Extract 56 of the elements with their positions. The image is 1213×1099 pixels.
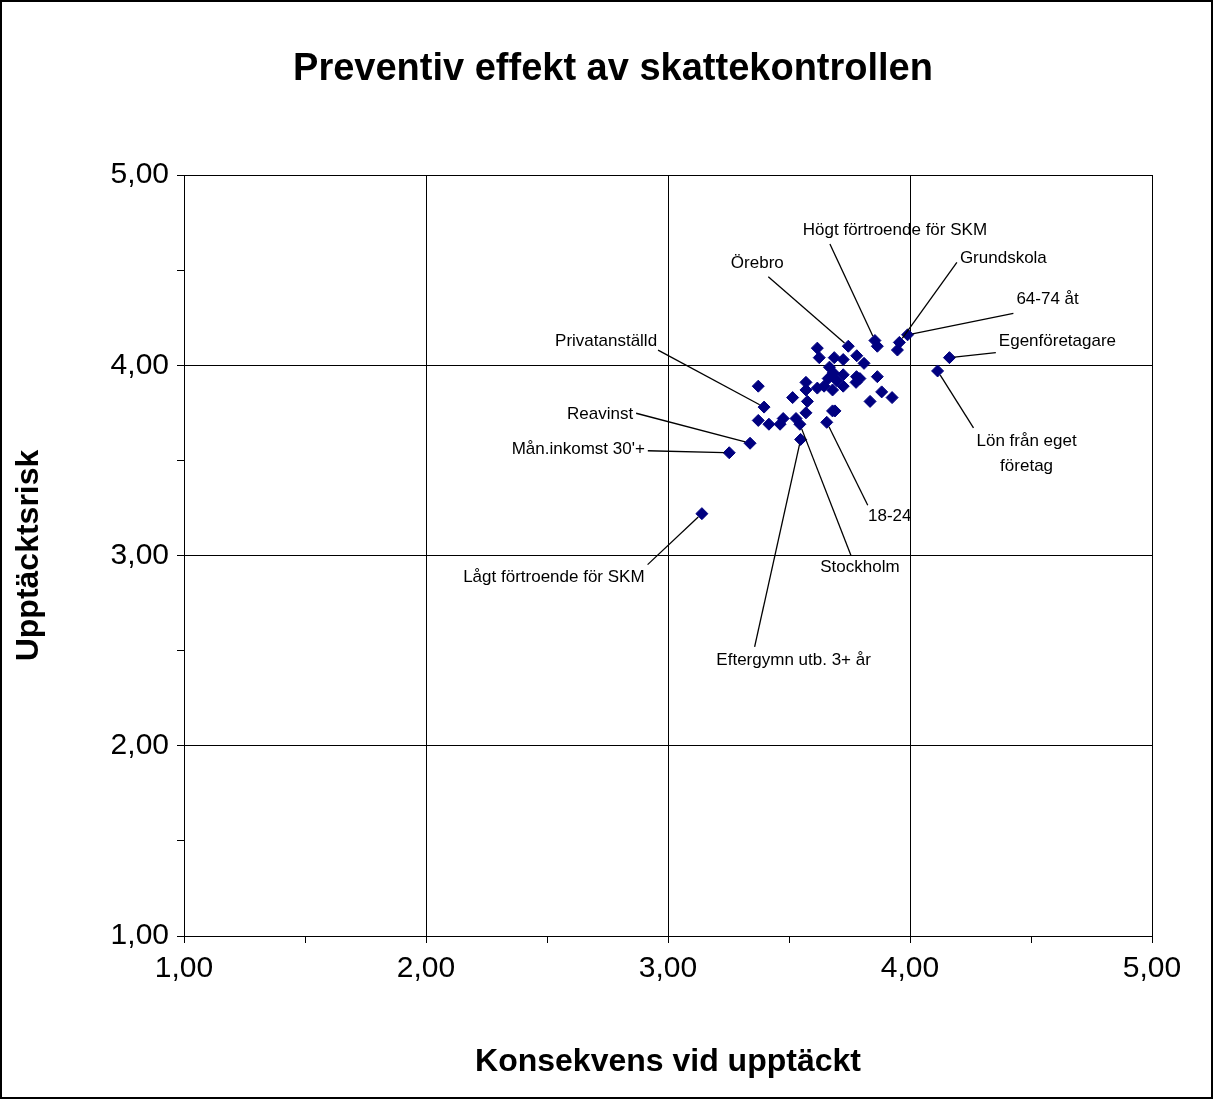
x-tick-label: 3,00 [638, 950, 698, 984]
y-axis-title: Upptäcktsrisk [9, 449, 46, 662]
point [836, 353, 850, 367]
point [890, 343, 904, 357]
x-tick-label: 1,00 [154, 950, 214, 984]
y-tick-label: 3,00 [110, 536, 169, 570]
y-tick-label: 1,00 [110, 917, 169, 951]
point [762, 417, 776, 431]
point [812, 351, 826, 365]
point [870, 370, 884, 384]
point [794, 432, 808, 446]
point [875, 385, 889, 399]
annotation: Lågt förtroende för SKM [463, 567, 645, 587]
point [841, 339, 855, 353]
annotation: Eftergymn utb. 3+ år [716, 650, 872, 670]
point [695, 507, 709, 521]
annotation: Reavinst [566, 403, 634, 423]
annotation: Grundskola [959, 248, 1048, 268]
x-tick-label: 5,00 [1122, 950, 1182, 984]
point [751, 379, 765, 393]
point [827, 351, 841, 365]
point [836, 368, 850, 382]
point [885, 391, 899, 405]
annotation: Örebro [730, 252, 784, 272]
annotation: 64-74 åt [1016, 289, 1080, 309]
x-axis-title: Konsekvens vid upptäckt [475, 1041, 862, 1078]
point [942, 351, 956, 365]
annotation: Lön från eget företag [976, 431, 1077, 476]
annotation: Mån.inkomst 30'+ [511, 439, 645, 459]
point [743, 436, 757, 450]
point [799, 406, 813, 420]
point [836, 379, 850, 393]
point [826, 383, 840, 397]
point [817, 379, 831, 393]
point [786, 391, 800, 405]
y-tick-label: 4,00 [110, 346, 169, 380]
chart-title: Preventiv effekt av skattekontrollen [293, 46, 933, 89]
point [857, 356, 871, 370]
point [793, 417, 807, 431]
y-tick-label: 2,00 [110, 727, 169, 761]
point [850, 349, 864, 363]
y-tick-label: 5,00 [110, 156, 169, 190]
point [820, 415, 834, 429]
point [810, 341, 824, 355]
point [751, 413, 765, 427]
point [863, 394, 877, 408]
annotation: Stockholm [820, 556, 900, 576]
point [800, 394, 814, 408]
annotation: 18-24 [868, 506, 912, 526]
annotation: Privatanställd [555, 330, 658, 350]
point [757, 400, 771, 414]
point [722, 446, 736, 460]
x-tick-label: 4,00 [880, 950, 940, 984]
x-tick-label: 2,00 [396, 950, 456, 984]
point [931, 364, 945, 378]
annotation: Egenföretagare [998, 331, 1117, 351]
